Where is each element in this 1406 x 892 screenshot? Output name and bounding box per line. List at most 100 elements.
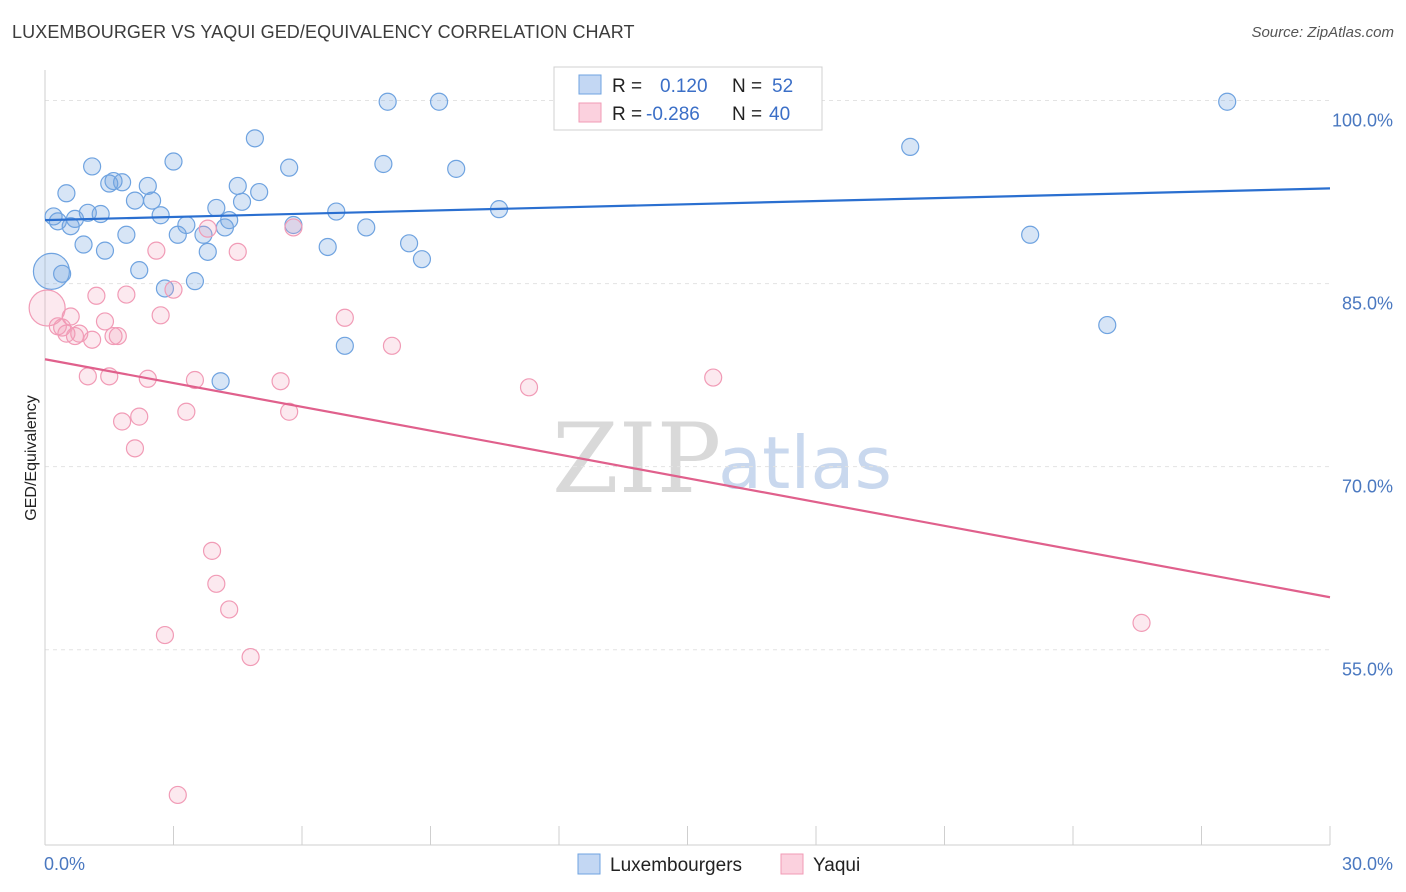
yaqui-point-19 — [151, 306, 170, 325]
legend-n-label-1: N = — [732, 76, 762, 97]
chart-title: LUXEMBOURGER VS YAQUI GED/EQUIVALENCY CO… — [12, 22, 635, 42]
luxembourgers-point-42 — [399, 234, 419, 253]
yaqui-point-29 — [228, 242, 247, 261]
series-legend-swatch-luxembourgers — [577, 853, 601, 875]
luxembourgers-point-45 — [447, 159, 466, 178]
y-axis-label: GED/Equivalency — [23, 395, 40, 520]
luxembourgers-point-8 — [83, 157, 102, 176]
luxembourgers-point-6 — [74, 235, 93, 254]
yaqui-point-31 — [271, 372, 290, 391]
luxembourgers-point-27 — [207, 198, 226, 218]
y-tick-label-0: 100.0% — [1332, 111, 1393, 131]
luxembourgers-point-33 — [250, 182, 269, 202]
luxembourgers-trend-line — [44, 187, 1331, 222]
yaqui-point-8 — [87, 286, 106, 305]
luxembourgers-point-38 — [335, 336, 354, 355]
luxembourgers-point-39 — [357, 218, 376, 237]
luxembourgers-point-16 — [130, 261, 149, 280]
luxembourgers-point-37 — [327, 202, 346, 221]
luxembourgers-point-29 — [220, 211, 239, 230]
luxembourgers-point-3 — [57, 184, 76, 203]
yaqui-point-27 — [207, 574, 226, 593]
luxembourgers-point-18 — [142, 191, 162, 210]
luxembourgers-point-7 — [78, 203, 97, 222]
luxembourgers-point-51 — [1218, 92, 1237, 111]
trend-lines — [44, 187, 1331, 599]
luxembourgers-point-44 — [429, 92, 449, 111]
yaqui-point-22 — [168, 785, 187, 805]
luxembourgers-point-21 — [164, 152, 183, 171]
luxembourgers-point-30 — [228, 176, 247, 196]
yaqui-point-28 — [220, 600, 239, 619]
yaqui-point-11 — [104, 326, 123, 346]
legend-n-label-2: N = — [732, 104, 762, 125]
yaqui-point-12 — [108, 326, 127, 346]
yaqui-point-37 — [704, 368, 723, 387]
luxembourgers-point-48 — [901, 137, 920, 156]
yaqui-point-14 — [117, 285, 136, 304]
yaqui-trend-line — [44, 358, 1331, 599]
luxembourgers-point-49 — [1021, 225, 1040, 244]
y-tick-label-1: 85.0% — [1342, 294, 1393, 314]
legend-n-value-1: 52 — [772, 76, 793, 97]
yaqui-point-26 — [202, 541, 222, 560]
y-tick-label-2: 70.0% — [1342, 477, 1393, 497]
series-legend-label-yaqui: Yaqui — [813, 855, 860, 876]
yaqui-point-13 — [112, 412, 132, 431]
luxembourgers-point-47 — [211, 372, 230, 391]
luxembourgers-point-31 — [232, 192, 252, 211]
y-tick-label-3: 55.0% — [1342, 660, 1393, 680]
luxembourgers-point-40 — [374, 154, 393, 174]
yaqui-point-15 — [125, 439, 145, 458]
yaqui-large-point — [28, 289, 66, 327]
yaqui-point-36 — [519, 378, 539, 397]
yaqui-point-9 — [95, 312, 115, 331]
yaqui-point-24 — [185, 370, 205, 390]
series-legend: Luxembourgers Yaqui — [577, 853, 860, 876]
luxembourgers-point-2 — [53, 264, 72, 283]
luxembourgers-point-26 — [198, 242, 217, 261]
x-tick-marks — [173, 826, 1331, 845]
yaqui-point-32 — [280, 402, 299, 421]
luxembourgers-point-13 — [112, 173, 132, 192]
luxembourgers-point-15 — [125, 191, 145, 210]
luxembourgers-point-34 — [280, 158, 299, 177]
scatter-points — [28, 92, 1237, 805]
yaqui-point-16 — [130, 407, 149, 426]
luxembourgers-point-32 — [245, 129, 264, 148]
luxembourgers-point-10 — [95, 241, 115, 260]
yaqui-point-20 — [155, 625, 175, 645]
luxembourgers-point-43 — [412, 250, 432, 269]
legend-n-value-2: 40 — [769, 104, 790, 125]
source-label: Source: ZipAtlas.com — [1251, 24, 1394, 41]
luxembourgers-point-50 — [1098, 315, 1117, 335]
luxembourgers-point-41 — [378, 92, 397, 111]
x-tick-label-left: 0.0% — [44, 854, 85, 874]
legend-r-label-1: R = — [612, 76, 642, 97]
legend-swatch-luxembourgers — [578, 74, 602, 95]
yaqui-point-34 — [335, 308, 354, 327]
legend-swatch-yaqui — [578, 102, 602, 123]
series-legend-label-luxembourgers: Luxembourgers — [610, 855, 742, 876]
luxembourgers-point-36 — [318, 237, 337, 257]
luxembourgers-large-point — [32, 252, 71, 290]
yaqui-point-38 — [1132, 613, 1151, 632]
watermark-zip: ZIP — [552, 403, 721, 515]
yaqui-point-25 — [198, 219, 217, 238]
yaqui-point-21 — [164, 280, 183, 299]
yaqui-point-30 — [241, 647, 260, 667]
legend-r-value-1: 0.120 — [660, 76, 708, 97]
luxembourgers-point-14 — [117, 225, 136, 244]
luxembourgers-point-23 — [177, 215, 196, 235]
y-tick-labels: 100.0% 85.0% 70.0% 55.0% — [1332, 111, 1393, 680]
luxembourgers-point-24 — [185, 272, 205, 291]
yaqui-point-18 — [147, 241, 166, 260]
luxembourgers-point-17 — [138, 176, 157, 196]
legend-r-label-2: R = — [612, 104, 642, 125]
series-legend-swatch-yaqui — [780, 853, 804, 875]
luxembourgers-point-19 — [151, 206, 170, 225]
yaqui-point-35 — [382, 336, 402, 355]
legend-r-value-2: -0.286 — [646, 104, 700, 125]
yaqui-point-7 — [83, 330, 102, 349]
